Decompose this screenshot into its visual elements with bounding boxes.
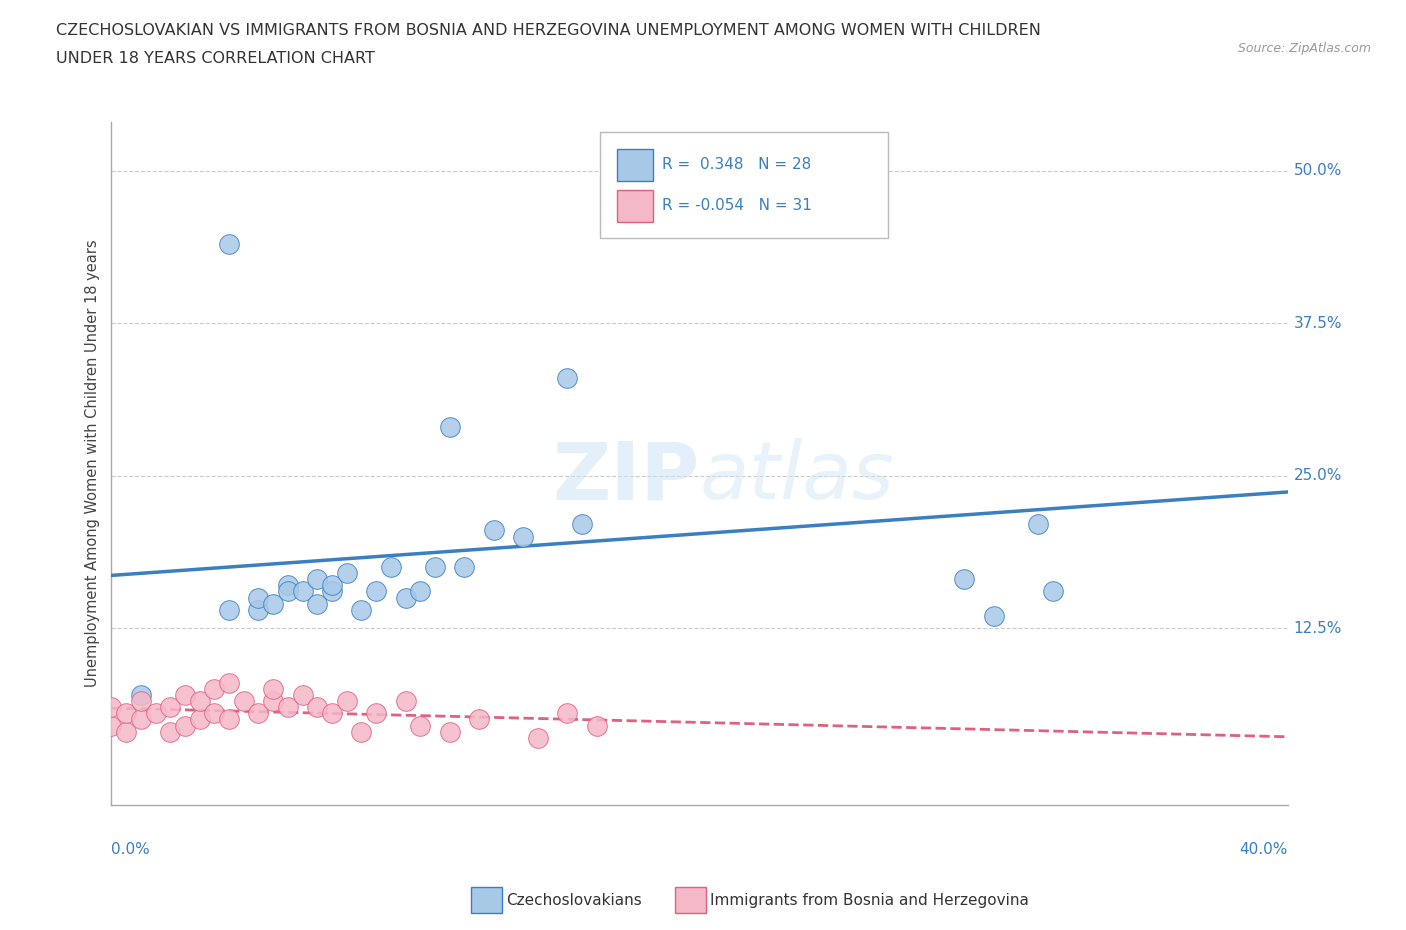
Point: [291, 687, 314, 702]
Point: [409, 584, 432, 599]
Point: [232, 694, 254, 709]
Point: [439, 724, 461, 739]
Point: [571, 517, 593, 532]
Point: [409, 718, 432, 733]
Point: [336, 694, 359, 709]
Point: [100, 718, 122, 733]
Point: [188, 694, 211, 709]
Point: [129, 712, 152, 727]
Point: [482, 523, 505, 538]
Point: [394, 590, 416, 604]
Point: [115, 724, 138, 739]
Point: [512, 529, 534, 544]
Point: [453, 560, 475, 575]
Point: [307, 699, 329, 714]
Point: [115, 706, 138, 721]
Text: 37.5%: 37.5%: [1294, 315, 1343, 331]
Point: [129, 687, 152, 702]
Text: 50.0%: 50.0%: [1294, 164, 1343, 179]
Text: 0.0%: 0.0%: [111, 843, 150, 857]
Point: [321, 584, 343, 599]
Point: [247, 706, 270, 721]
Point: [291, 584, 314, 599]
Point: [555, 370, 578, 385]
Point: [159, 699, 181, 714]
Point: [983, 608, 1005, 623]
Point: [321, 578, 343, 592]
Point: [262, 694, 284, 709]
Point: [423, 560, 446, 575]
Point: [218, 712, 240, 727]
Point: [953, 572, 976, 587]
Point: [174, 718, 197, 733]
Point: [247, 603, 270, 618]
Point: [262, 596, 284, 611]
Point: [336, 565, 359, 580]
Point: [188, 712, 211, 727]
Text: 40.0%: 40.0%: [1240, 843, 1288, 857]
Point: [468, 712, 491, 727]
Point: [277, 699, 299, 714]
Point: [439, 419, 461, 434]
Point: [129, 694, 152, 709]
Point: [1042, 584, 1064, 599]
Point: [100, 699, 122, 714]
Point: [202, 706, 225, 721]
Text: UNDER 18 YEARS CORRELATION CHART: UNDER 18 YEARS CORRELATION CHART: [56, 51, 375, 66]
Point: [718, 212, 741, 227]
Point: [527, 730, 550, 745]
Y-axis label: Unemployment Among Women with Children Under 18 years: Unemployment Among Women with Children U…: [86, 240, 100, 687]
Point: [218, 675, 240, 690]
Text: atlas: atlas: [700, 438, 894, 516]
Point: [380, 560, 402, 575]
Point: [366, 706, 388, 721]
Point: [262, 682, 284, 697]
Point: [307, 596, 329, 611]
Point: [350, 724, 373, 739]
Point: [394, 694, 416, 709]
Point: [350, 603, 373, 618]
Point: [1026, 517, 1049, 532]
Point: [555, 706, 578, 721]
Point: [218, 603, 240, 618]
Text: Czechoslovakians: Czechoslovakians: [506, 893, 643, 908]
Text: R = -0.054   N = 31: R = -0.054 N = 31: [662, 198, 811, 214]
Bar: [617, 190, 652, 222]
Point: [366, 584, 388, 599]
FancyBboxPatch shape: [599, 132, 887, 238]
Point: [247, 590, 270, 604]
Point: [277, 578, 299, 592]
Point: [321, 706, 343, 721]
Text: ZIP: ZIP: [553, 438, 700, 516]
Point: [202, 682, 225, 697]
Point: [159, 724, 181, 739]
Point: [585, 718, 607, 733]
Text: R =  0.348   N = 28: R = 0.348 N = 28: [662, 157, 811, 172]
Text: Immigrants from Bosnia and Herzegovina: Immigrants from Bosnia and Herzegovina: [710, 893, 1029, 908]
Point: [218, 236, 240, 251]
Point: [307, 572, 329, 587]
Text: 12.5%: 12.5%: [1294, 620, 1343, 635]
Point: [277, 584, 299, 599]
Text: Source: ZipAtlas.com: Source: ZipAtlas.com: [1237, 42, 1371, 55]
Bar: [617, 149, 652, 181]
Text: CZECHOSLOVAKIAN VS IMMIGRANTS FROM BOSNIA AND HERZEGOVINA UNEMPLOYMENT AMONG WOM: CZECHOSLOVAKIAN VS IMMIGRANTS FROM BOSNI…: [56, 23, 1040, 38]
Text: 25.0%: 25.0%: [1294, 468, 1343, 483]
Point: [145, 706, 167, 721]
Point: [174, 687, 197, 702]
